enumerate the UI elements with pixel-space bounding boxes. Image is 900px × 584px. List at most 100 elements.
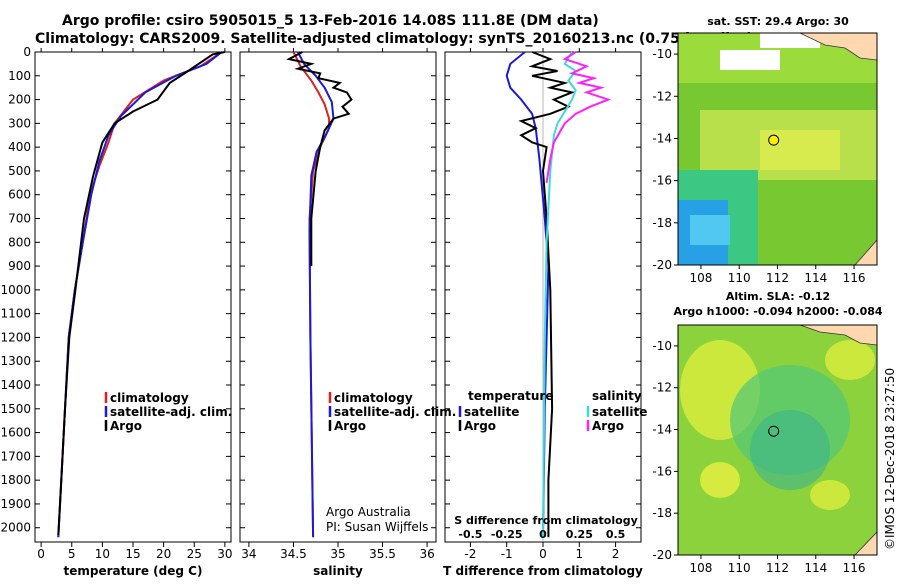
float-position-marker xyxy=(768,134,780,146)
lon-tick-label: 110 xyxy=(728,271,751,285)
sst-missing-data xyxy=(720,50,780,70)
x-tick-label: 2 xyxy=(612,547,620,561)
header-title-line2: Climatology: CARS2009. Satellite-adjuste… xyxy=(35,31,753,47)
y-tick-label: 1500 xyxy=(0,402,31,416)
lat-tick-label: -14 xyxy=(652,423,672,437)
lat-tick-label: -18 xyxy=(652,506,672,520)
x-tick-label: 34 xyxy=(241,547,256,561)
y-tick-label: 100 xyxy=(8,69,31,83)
x-tick-label: -2 xyxy=(464,547,476,561)
footer-timestamp: ©IMOS 12-Dec-2018 23:27:50 xyxy=(883,368,897,550)
x-tick-label: 30 xyxy=(217,547,232,561)
y-tick-label: 1600 xyxy=(0,426,31,440)
x-tick-label: 15 xyxy=(125,547,140,561)
coastline-shape xyxy=(799,33,877,61)
s-difference-ticks: -0.5 -0.25 0 0.25 0.5 xyxy=(458,528,625,541)
lat-tick-label: -12 xyxy=(652,381,672,395)
temperature-panel: 0 5 10 15 20 25 300100200300400500600700800900… xyxy=(0,45,232,561)
y-tick-label: 500 xyxy=(8,164,31,178)
y-tick-label: 1700 xyxy=(0,449,31,463)
x-tick-label: 10 xyxy=(95,547,110,561)
x-tick-label: 0 xyxy=(37,547,45,561)
s-diff-tick-label: -0.25 xyxy=(491,528,523,541)
diff-legend-temperature-title: temperature xyxy=(468,389,553,403)
sla-map-title2: Argo h1000: -0.094 h2000: -0.084 xyxy=(673,305,882,318)
legend-label-climatology: climatology xyxy=(334,391,413,405)
y-tick-label: 1900 xyxy=(0,497,31,511)
y-tick-label: 1400 xyxy=(0,378,31,392)
s-diff-tick-label: 0.5 xyxy=(606,528,626,541)
lon-tick-label: 114 xyxy=(804,271,827,285)
s-diff-tick-label: -0.5 xyxy=(458,528,482,541)
series-line-argo xyxy=(286,51,353,267)
y-tick-label: 0 xyxy=(23,45,31,59)
series-line-climatology xyxy=(57,51,223,538)
y-tick-label: 300 xyxy=(8,116,31,130)
y-tick-label: 1000 xyxy=(0,283,31,297)
lat-tick-label: -12 xyxy=(652,89,672,103)
y-tick-label: 1800 xyxy=(0,473,31,487)
lon-tick-label: 110 xyxy=(728,561,751,575)
y-tick-label: 1200 xyxy=(0,330,31,344)
s-diff-tick-label: 0 xyxy=(539,528,547,541)
sla-map-title1: Altim. SLA: -0.12 xyxy=(726,290,830,303)
lat-tick-label: -10 xyxy=(652,339,672,353)
y-tick-label: 1300 xyxy=(0,354,31,368)
lat-tick-label: -20 xyxy=(652,548,672,562)
y-tick-label: 900 xyxy=(8,259,31,273)
lat-tick-label: -10 xyxy=(652,47,672,61)
series-line-argo xyxy=(57,51,226,535)
x-tick-label: 35.5 xyxy=(369,547,396,561)
x-tick-label: 36 xyxy=(419,547,434,561)
x-tick-label: 20 xyxy=(156,547,171,561)
x-tick-label: 0 xyxy=(539,547,547,561)
y-tick-label: 600 xyxy=(8,188,31,202)
x-tick-label: 25 xyxy=(187,547,202,561)
credit-line1: Argo Australia xyxy=(326,505,411,519)
difference-xlabel: T difference from climatology xyxy=(443,564,643,578)
series-line-argo_salinity xyxy=(545,51,612,183)
series-line-satellite xyxy=(297,51,335,538)
lon-tick-label: 112 xyxy=(766,561,789,575)
lon-tick-label: 108 xyxy=(690,561,713,575)
lat-tick-label: -14 xyxy=(652,131,672,145)
header-title-line1: Argo profile: csiro 5905015_5 13-Feb-201… xyxy=(62,13,599,29)
legend-label-satellite: satellite-adj. clim. xyxy=(110,405,232,419)
legend-label-climatology: climatology xyxy=(110,391,189,405)
lat-tick-label: -18 xyxy=(652,216,672,230)
sst-map-title: sat. SST: 29.4 Argo: 30 xyxy=(707,15,849,28)
series-line-argo xyxy=(518,51,576,538)
float-position-marker-sla xyxy=(768,425,780,437)
sla-map-axes: -10 -12 -14 -16 -18 -20 108 110 112 114 116 xyxy=(652,339,865,575)
legend-label-satellite: satellite xyxy=(464,405,519,419)
salinity-panel: 34 34.5 35 35.5 36 xyxy=(240,48,436,561)
s-difference-label: S difference from climatology xyxy=(454,514,638,527)
y-tick-label: 200 xyxy=(8,93,31,107)
legend-label-satellite: satellite-adj. clim. xyxy=(334,405,456,419)
lon-tick-label: 116 xyxy=(843,561,866,575)
credit-line2: PI: Susan Wijffels xyxy=(326,520,428,534)
s-diff-tick-label: 0.25 xyxy=(566,528,593,541)
y-tick-label: 400 xyxy=(8,140,31,154)
series-line-satellite xyxy=(57,51,223,538)
x-tick-label: 34.5 xyxy=(280,547,307,561)
lon-tick-label: 108 xyxy=(690,271,713,285)
legend-label-argo_salinity: Argo xyxy=(592,419,624,433)
sst-map xyxy=(678,33,877,265)
lat-tick-label: -16 xyxy=(652,174,672,188)
y-tick-label: 1100 xyxy=(0,307,31,321)
legend-label-sat_salinity: satellite xyxy=(592,405,647,419)
legend-label-argo: Argo xyxy=(464,419,496,433)
x-tick-label: 5 xyxy=(68,547,76,561)
sst-map-axes: -10 -12 -14 -16 -18 -20 108 110 112 114 116 xyxy=(652,47,865,285)
salinity-panel-frame xyxy=(239,51,437,543)
x-tick-label: 1 xyxy=(575,547,583,561)
temperature-panel-frame xyxy=(34,51,232,543)
difference-panel: -2 -1 0 1 2 xyxy=(445,48,641,561)
legend-label-argo: Argo xyxy=(334,419,366,433)
lat-tick-label: -16 xyxy=(652,464,672,478)
